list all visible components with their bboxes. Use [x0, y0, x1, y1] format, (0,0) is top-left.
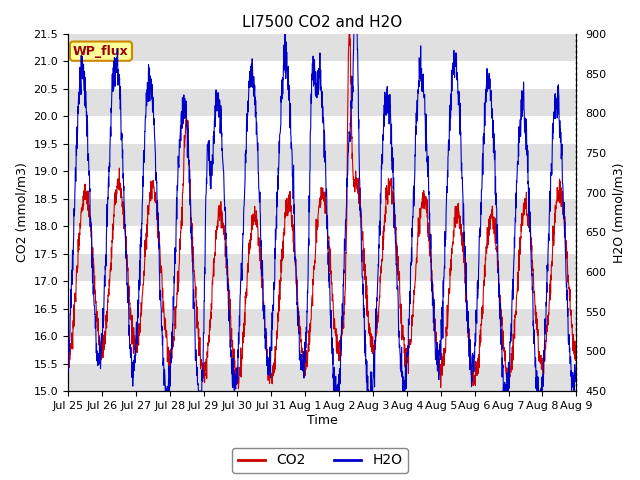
Legend: CO2, H2O: CO2, H2O [232, 448, 408, 473]
X-axis label: Time: Time [307, 414, 337, 427]
Bar [68, 171, 576, 199]
Text: WP_flux: WP_flux [73, 45, 129, 58]
Bar [68, 61, 576, 89]
Bar [68, 116, 576, 144]
Bar [68, 226, 576, 254]
Y-axis label: CO2 (mmol/m3): CO2 (mmol/m3) [15, 163, 28, 263]
Bar [68, 281, 576, 309]
Title: LI7500 CO2 and H2O: LI7500 CO2 and H2O [242, 15, 403, 30]
Y-axis label: H2O (mmol/m3): H2O (mmol/m3) [612, 162, 625, 263]
Bar [68, 336, 576, 364]
